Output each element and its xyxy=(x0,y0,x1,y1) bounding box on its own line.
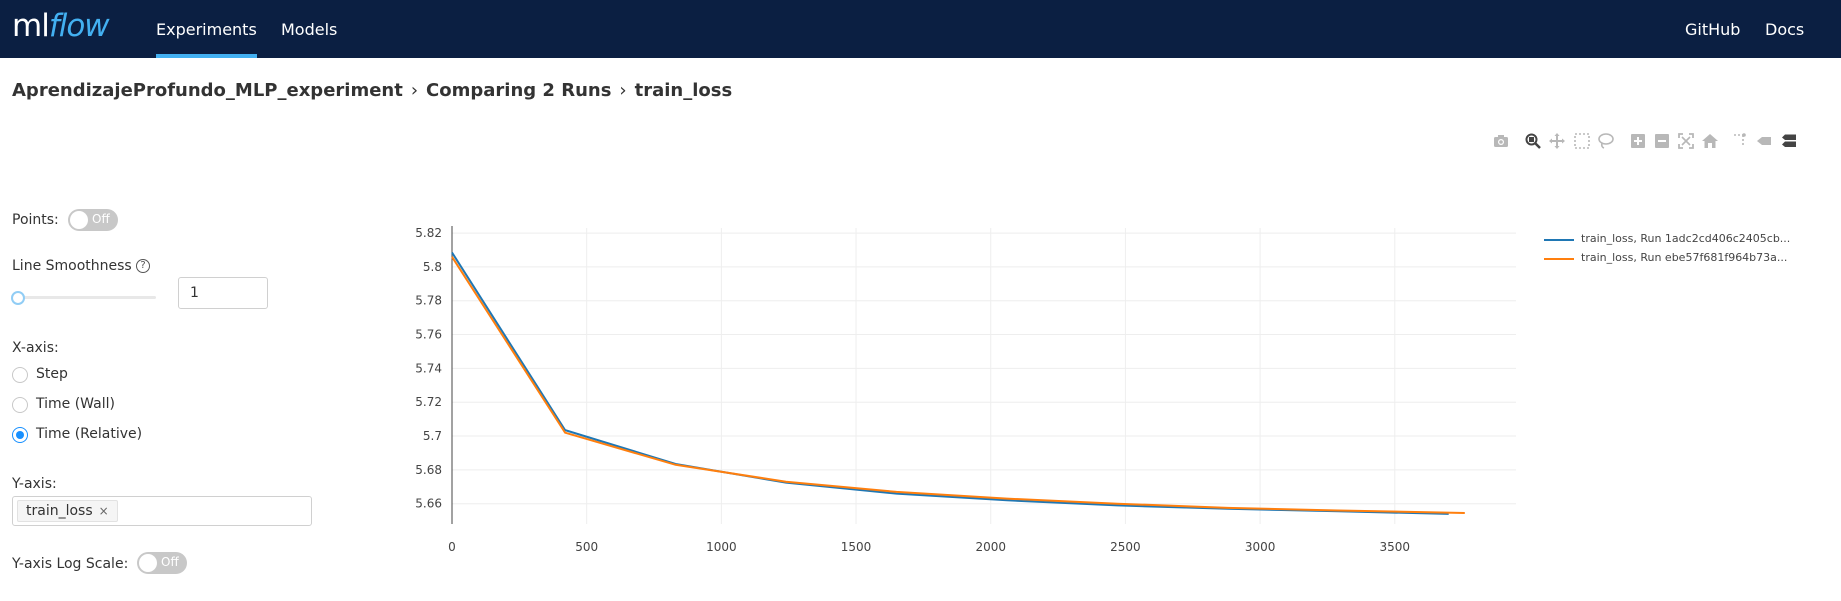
breadcrumb-separator: › xyxy=(410,80,419,101)
x-tick-label: 3500 xyxy=(1380,540,1411,554)
smoothness-input[interactable] xyxy=(178,277,268,309)
yaxis-tag-label: train_loss xyxy=(26,503,93,519)
points-toggle[interactable]: Off xyxy=(68,209,118,231)
yaxis-label: Y-axis: xyxy=(12,476,57,492)
hover-closest-icon[interactable] xyxy=(1755,132,1773,150)
nav-active-indicator xyxy=(156,54,257,58)
yaxis-log-scale-label: Y-axis Log Scale: xyxy=(12,556,129,572)
x-tick-label: 1500 xyxy=(841,540,872,554)
legend-label: train_loss, Run ebe57f681f964b73a... xyxy=(1581,251,1788,264)
smoothness-slider-handle[interactable] xyxy=(11,291,25,305)
zoom-in-icon[interactable] xyxy=(1629,132,1647,150)
xaxis-option-time-wall-label[interactable]: Time (Wall) xyxy=(36,396,115,412)
close-icon[interactable]: × xyxy=(98,504,109,518)
zoom-out-icon[interactable] xyxy=(1653,132,1671,150)
breadcrumb: AprendizajeProfundo_MLP_experiment › Compa… xyxy=(12,80,732,101)
autoscale-icon[interactable] xyxy=(1677,132,1695,150)
y-tick-label: 5.74 xyxy=(415,361,442,375)
line-smoothness-label: Line Smoothness xyxy=(12,258,132,274)
y-tick-label: 5.72 xyxy=(415,395,442,409)
y-axis-ticks: 5.66 5.68 5.7 5.72 5.74 5.76 5.78 5.8 5.82 xyxy=(415,226,442,511)
breadcrumb-separator: › xyxy=(619,80,627,101)
x-tick-label: 1000 xyxy=(706,540,737,554)
yaxis-select[interactable]: train_loss × xyxy=(12,496,312,526)
y-tick-label: 5.66 xyxy=(415,497,442,511)
smoothness-slider-track[interactable] xyxy=(18,296,156,299)
log-scale-toggle-text: Off xyxy=(161,555,179,569)
xaxis-option-time-relative-label[interactable]: Time (Relative) xyxy=(36,426,143,442)
legend-label: train_loss, Run 1adc2cd406c2405cb... xyxy=(1581,232,1791,245)
lasso-select-icon[interactable] xyxy=(1597,132,1615,150)
nav-github[interactable]: GitHub xyxy=(1685,20,1741,39)
xaxis-radio-time-relative[interactable] xyxy=(12,427,28,443)
points-label: Points: xyxy=(12,212,59,228)
y-tick-label: 5.68 xyxy=(415,463,442,477)
reset-axes-icon[interactable] xyxy=(1701,132,1719,150)
y-tick-label: 5.7 xyxy=(423,429,442,443)
toggle-knob xyxy=(70,211,88,229)
spike-lines-icon[interactable] xyxy=(1731,132,1749,150)
x-tick-label: 500 xyxy=(575,540,598,554)
x-tick-label: 3000 xyxy=(1245,540,1276,554)
legend-swatch xyxy=(1544,239,1574,241)
pan-icon[interactable] xyxy=(1548,132,1566,150)
xaxis-label: X-axis: xyxy=(12,340,59,356)
series-line-1 xyxy=(451,251,1449,515)
breadcrumb-current: train_loss xyxy=(634,80,733,101)
toggle-knob xyxy=(139,554,157,572)
chart-grid xyxy=(451,226,1516,524)
top-nav-bar: mlflow Experiments Models GitHub Docs xyxy=(0,0,1841,58)
xaxis-radio-step[interactable] xyxy=(12,367,28,383)
hover-compare-icon[interactable] xyxy=(1780,132,1798,150)
nav-docs[interactable]: Docs xyxy=(1765,20,1805,39)
log-scale-toggle[interactable]: Off xyxy=(137,552,187,574)
zoom-icon[interactable] xyxy=(1524,132,1542,150)
x-tick-label: 0 xyxy=(448,540,456,554)
question-circle-icon[interactable]: ? xyxy=(136,259,150,273)
breadcrumb-experiment-link[interactable]: AprendizajeProfundo_MLP_experiment xyxy=(12,80,403,101)
nav-experiments[interactable]: Experiments xyxy=(156,20,257,39)
points-toggle-text: Off xyxy=(92,212,110,226)
yaxis-tag: train_loss × xyxy=(17,500,118,522)
y-tick-label: 5.78 xyxy=(415,294,442,308)
legend-swatch xyxy=(1544,258,1574,260)
train-loss-chart[interactable]: 0 500 1000 1500 2000 2500 3000 3500 5.66 5.68 5.7… xyxy=(340,210,1540,580)
box-select-icon[interactable] xyxy=(1573,132,1591,150)
y-tick-label: 5.8 xyxy=(423,260,442,274)
x-tick-label: 2500 xyxy=(1110,540,1141,554)
nav-models[interactable]: Models xyxy=(281,20,338,39)
mlflow-logo[interactable]: mlflow xyxy=(12,8,110,44)
xaxis-option-step-label[interactable]: Step xyxy=(36,366,68,382)
camera-icon[interactable] xyxy=(1492,132,1510,150)
xaxis-radio-time-wall[interactable] xyxy=(12,397,28,413)
chart-series xyxy=(451,251,1465,515)
x-axis-ticks: 0 500 1000 1500 2000 2500 3000 3500 xyxy=(448,540,1410,554)
y-tick-label: 5.76 xyxy=(415,328,442,342)
x-tick-label: 2000 xyxy=(975,540,1006,554)
y-tick-label: 5.82 xyxy=(415,226,442,240)
series-line-2 xyxy=(451,256,1465,514)
breadcrumb-compare-link[interactable]: Comparing 2 Runs xyxy=(426,80,612,101)
